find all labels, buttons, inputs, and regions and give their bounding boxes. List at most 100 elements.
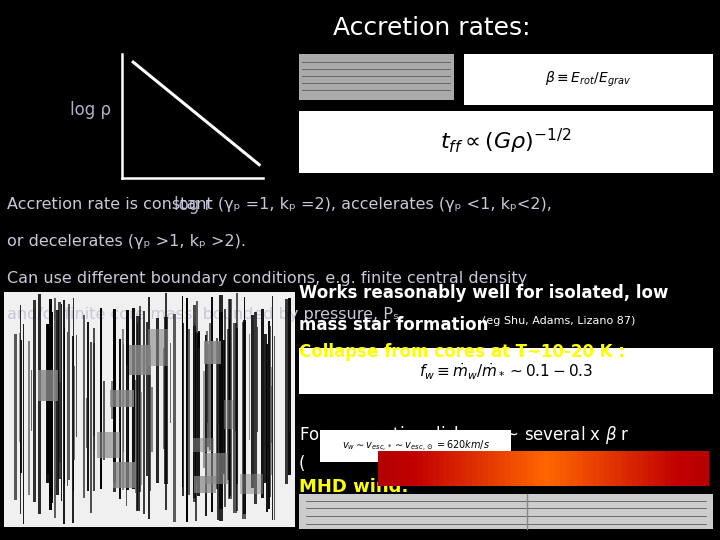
Bar [122,329,124,490]
Bar [521,451,527,486]
Bar [68,304,71,481]
Bar [47,324,49,474]
Bar [266,344,269,512]
Bar [205,453,228,484]
Bar [93,328,95,436]
Bar [284,299,288,484]
Bar [472,451,477,486]
Bar [135,380,136,493]
Bar [244,297,246,477]
Bar [422,451,428,486]
Bar [621,451,626,486]
Bar [571,451,577,486]
Bar [140,392,142,485]
Bar [544,451,549,486]
Bar [676,451,682,486]
Bar [195,332,197,522]
Bar [163,348,165,449]
Bar [23,323,24,524]
Bar [222,340,225,474]
Bar [143,312,145,514]
Bar [649,451,654,486]
Bar [126,309,130,490]
Bar [389,451,395,486]
Bar [494,451,500,486]
Bar [249,334,251,440]
Bar [637,451,643,486]
Text: $t_{ff} \propto (G\rho)^{-1/2}$: $t_{ff} \propto (G\rho)^{-1/2}$ [440,127,572,157]
Bar [14,334,17,501]
Text: log r: log r [174,196,211,214]
Bar [90,342,92,512]
Bar [549,451,554,486]
Bar [156,318,159,483]
Text: or decelerates (γₚ >1, kₚ >2).: or decelerates (γₚ >1, kₚ >2). [7,234,246,249]
Bar [198,348,199,495]
Bar [38,294,41,514]
Bar [400,451,405,486]
Bar [229,319,230,497]
Bar [86,398,88,448]
Text: $v_w \sim v_{esc,*} \sim v_{esc,\odot} = 620 km/s$: $v_w \sim v_{esc,*} \sim v_{esc,\odot} =… [342,438,490,454]
Bar [257,327,258,431]
Bar [65,379,66,458]
Bar [693,451,698,486]
Bar [61,304,63,501]
Bar [132,308,135,489]
Bar [527,451,533,486]
Bar [500,451,505,486]
Bar [55,310,59,495]
Bar [378,451,384,486]
Bar [170,343,171,423]
Bar [197,333,199,496]
Bar [599,451,604,486]
Bar [228,299,232,500]
Text: mass star formation: mass star formation [299,316,488,334]
Bar [112,336,116,492]
Bar [243,320,246,514]
Bar [204,335,207,516]
Text: (eg Shu, Adams, Lizano 87): (eg Shu, Adams, Lizano 87) [482,316,636,326]
Bar [274,336,275,520]
Bar [251,367,252,487]
Bar [566,451,571,486]
Bar [450,451,455,486]
Bar [199,331,200,491]
Bar [203,370,204,468]
Bar [125,320,127,507]
Bar [46,323,50,483]
Bar [687,451,693,486]
Text: (                                   , typically few %): ( , typically few %) [299,455,632,472]
Bar [505,451,510,486]
Bar [428,451,433,486]
Bar [254,312,256,504]
Bar [405,451,411,486]
Bar [444,451,450,486]
Bar [251,315,254,488]
Bar [299,494,713,529]
Bar [236,328,238,511]
Bar [217,360,219,425]
Text: log ρ: log ρ [70,101,110,119]
Bar [182,322,184,496]
Bar [477,451,483,486]
Bar [665,451,670,486]
Bar [320,430,511,462]
Bar [56,320,58,440]
Bar [113,309,116,483]
Bar [182,296,184,487]
Bar [149,351,150,491]
Bar [150,388,153,452]
Bar [264,334,267,483]
Bar [411,451,417,486]
Bar [467,451,472,486]
Bar [299,54,454,100]
Bar [261,309,264,498]
Bar [164,318,168,484]
Bar [271,367,272,475]
Bar [165,293,167,510]
Bar [217,342,219,520]
Bar [533,451,538,486]
Bar [626,451,632,486]
Bar [206,330,208,423]
